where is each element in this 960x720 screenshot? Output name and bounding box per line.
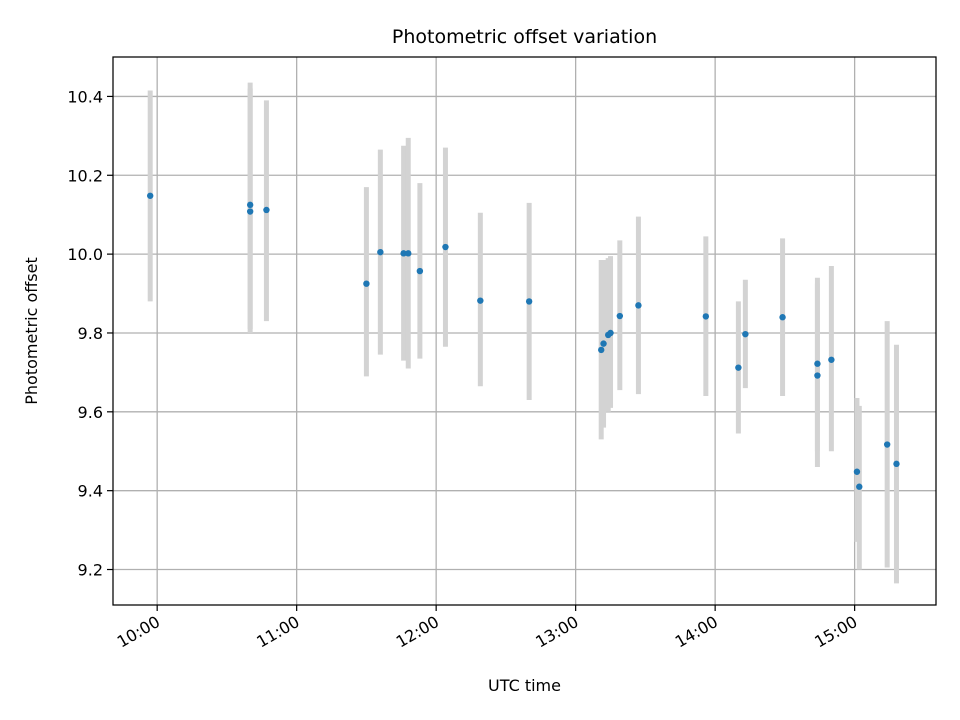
y-tick-label: 9.8 [78, 324, 103, 343]
data-point [856, 483, 863, 490]
y-axis-title: Photometric offset [22, 257, 41, 405]
data-point [525, 298, 533, 305]
data-point [814, 372, 821, 379]
data-point [146, 192, 154, 199]
data-point [477, 297, 484, 304]
data-point [853, 468, 861, 475]
plot-frame [112, 56, 937, 606]
data-point [400, 250, 407, 257]
data-point [893, 460, 900, 468]
data-point [263, 206, 270, 214]
y-tick-label: 9.2 [78, 561, 103, 580]
data-point [363, 280, 370, 287]
y-tick-label: 9.4 [78, 482, 103, 501]
data-point [735, 364, 742, 371]
data-point [246, 208, 254, 215]
data-point [814, 360, 821, 367]
data-point [742, 330, 749, 338]
data-point [442, 243, 449, 251]
data-point [828, 356, 835, 363]
data-point [377, 248, 384, 256]
data-point [779, 314, 786, 321]
data-point [702, 313, 710, 320]
y-tick-label: 10.2 [67, 166, 103, 185]
grid-layer [113, 57, 936, 605]
data-point [246, 201, 254, 209]
data-point [616, 312, 624, 320]
data-point [635, 302, 642, 309]
chart-title: Photometric offset variation [392, 26, 657, 48]
point-layer [146, 192, 900, 490]
data-point [607, 329, 614, 337]
data-point [598, 346, 605, 354]
y-tick-label: 9.6 [78, 403, 103, 422]
data-point [883, 441, 891, 448]
data-point [600, 340, 607, 347]
y-tick-label: 10.0 [67, 245, 103, 264]
y-tick-label: 10.4 [67, 87, 103, 106]
data-point [405, 250, 412, 257]
x-axis-title: UTC time [488, 676, 561, 695]
data-point [416, 267, 424, 275]
